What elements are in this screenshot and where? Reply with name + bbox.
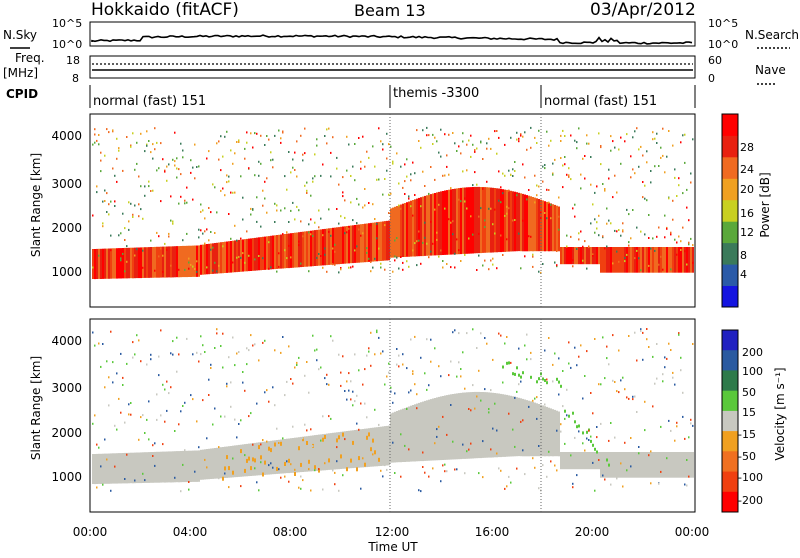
date-title: 03/Apr/2012 (590, 0, 696, 20)
xtick-1600: 16:00 (475, 525, 510, 539)
noise-tick-right-bottom: 10^0 (708, 38, 738, 51)
vel-cb-tick-200: 200 (742, 346, 763, 359)
power-ylabel: Slant Range [km] (29, 153, 43, 257)
power-cb-tick-20: 20 (740, 183, 754, 196)
xtick-0000: 00:00 (73, 525, 108, 539)
xtick-1200: 12:00 (375, 525, 410, 539)
vel-cb-tick-m15: -15 (738, 428, 756, 441)
cpid-label: CPID (6, 87, 38, 101)
noise-tick-left-top: 10^5 (52, 17, 82, 30)
velocity-colorbar-segment (722, 330, 738, 351)
power-cb-tick-12: 12 (740, 226, 754, 239)
x-axis: 00:00 04:00 08:00 12:00 16:00 20:00 00:0… (73, 525, 710, 554)
power-colorbar-segment (722, 242, 738, 265)
velocity-colorbar-segment (722, 471, 738, 493)
station-title: Hokkaido (fitACF) (91, 0, 239, 20)
vel-cb-tick-15: 15 (742, 406, 756, 419)
vel-cb-tick-50: 50 (742, 386, 756, 399)
xtick-2400: 00:00 (675, 525, 710, 539)
velocity-data (92, 328, 694, 493)
vel-ytick-1000: 1000 (51, 470, 82, 484)
nave-tick-top: 60 (708, 54, 722, 67)
power-colorbar-label: Power [dB] (758, 172, 772, 237)
freq-panel: Freq. [MHz] 18 8 60 0 Nave (3, 51, 786, 85)
noise-search-label: N.Search (745, 28, 799, 42)
velocity-panel: Slant Range [km] 1000 2000 3000 4000 Vel… (29, 318, 787, 513)
velocity-colorbar-segment (722, 390, 738, 412)
noise-tick-right-top: 10^5 (708, 17, 738, 30)
velocity-colorbar-segment (722, 370, 738, 392)
xaxis-label: Time UT (367, 540, 418, 554)
velocity-colorbar (721, 329, 739, 513)
power-colorbar (721, 113, 739, 308)
noise-trace (91, 34, 693, 45)
freq-label: Freq. (15, 51, 45, 65)
freq-unit-label: [MHz] (3, 66, 38, 80)
cpid-panel: CPID normal (fast) 151 themis -3300 norm… (6, 85, 696, 109)
power-cb-tick-28: 28 (740, 141, 754, 154)
power-colorbar-segment (722, 199, 738, 222)
power-cb-tick-8: 8 (740, 249, 747, 262)
vel-cb-tick-m50: -50 (738, 450, 756, 463)
power-colorbar-segment (722, 264, 738, 286)
freq-tick-top: 18 (66, 54, 80, 67)
power-cb-tick-24: 24 (740, 163, 754, 176)
power-cb-tick-4: 4 (740, 268, 747, 281)
power-colorbar-segment (722, 221, 738, 244)
power-ytick-2000: 2000 (51, 221, 82, 235)
velocity-ylabel: Slant Range [km] (29, 356, 43, 460)
vel-cb-tick-m100: -100 (738, 471, 763, 484)
vel-ytick-2000: 2000 (51, 426, 82, 440)
freq-tick-bottom: 8 (72, 72, 79, 85)
velocity-colorbar-segment (722, 431, 738, 452)
cpid-segment-3: normal (fast) 151 (544, 94, 657, 109)
velocity-colorbar-segment (722, 350, 738, 371)
cpid-segment-2: themis -3300 (393, 86, 479, 101)
cpid-segment-1: normal (fast) 151 (93, 94, 206, 109)
vel-ytick-4000: 4000 (51, 334, 82, 348)
velocity-colorbar-segment (722, 410, 738, 432)
nave-tick-bottom: 0 (708, 72, 715, 85)
power-colorbar-segment (722, 178, 738, 201)
noise-tick-left-bottom: 10^0 (52, 38, 82, 51)
power-colorbar-segment (722, 114, 738, 136)
velocity-colorbar-label: Velocity [m s⁻¹] (773, 367, 787, 460)
power-ytick-4000: 4000 (51, 129, 82, 143)
power-panel: Slant Range [km] 1000 2000 3000 4000 Pow… (29, 113, 772, 308)
velocity-colorbar-segment (722, 491, 738, 513)
vel-cb-tick-100: 100 (742, 365, 763, 378)
xtick-0400: 04:00 (173, 525, 208, 539)
power-ytick-3000: 3000 (51, 177, 82, 191)
power-data (92, 126, 694, 280)
power-colorbar-segment (722, 135, 738, 158)
beam-title: Beam 13 (354, 1, 426, 20)
power-colorbar-segment (722, 285, 738, 308)
nave-label: Nave (755, 63, 786, 77)
noise-panel: N.Sky 10^5 10^0 10^5 10^0 N.Search (3, 17, 799, 51)
noise-sky-label: N.Sky (3, 28, 37, 42)
xtick-0800: 08:00 (273, 525, 308, 539)
power-colorbar-segment (722, 156, 738, 179)
vel-cb-tick-m200: -200 (738, 494, 763, 507)
velocity-colorbar-segment (722, 451, 738, 472)
vel-ytick-3000: 3000 (51, 381, 82, 395)
power-ytick-1000: 1000 (51, 265, 82, 279)
xtick-2000: 20:00 (575, 525, 610, 539)
power-cb-tick-16: 16 (740, 207, 754, 220)
